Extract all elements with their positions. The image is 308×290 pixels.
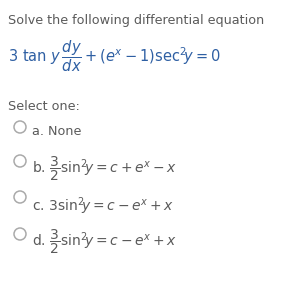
Text: Select one:: Select one:	[8, 100, 80, 113]
Text: Solve the following differential equation: Solve the following differential equatio…	[8, 14, 264, 27]
Text: d. $\dfrac{3}{2}\mathrm{sin}^2\!y = c - e^x + x$: d. $\dfrac{3}{2}\mathrm{sin}^2\!y = c - …	[32, 228, 177, 256]
Text: a. None: a. None	[32, 125, 81, 138]
Text: b. $\dfrac{3}{2}\mathrm{sin}^2\!y = c + e^x - x$: b. $\dfrac{3}{2}\mathrm{sin}^2\!y = c + …	[32, 155, 177, 183]
Text: $3\ \mathrm{tan}\ y\,\dfrac{dy}{dx} + (e^x - 1)\mathrm{sec}^2\!y = 0$: $3\ \mathrm{tan}\ y\,\dfrac{dy}{dx} + (e…	[8, 38, 221, 74]
Text: c. $3\mathrm{sin}^2\!y = c - e^x + x$: c. $3\mathrm{sin}^2\!y = c - e^x + x$	[32, 195, 174, 217]
